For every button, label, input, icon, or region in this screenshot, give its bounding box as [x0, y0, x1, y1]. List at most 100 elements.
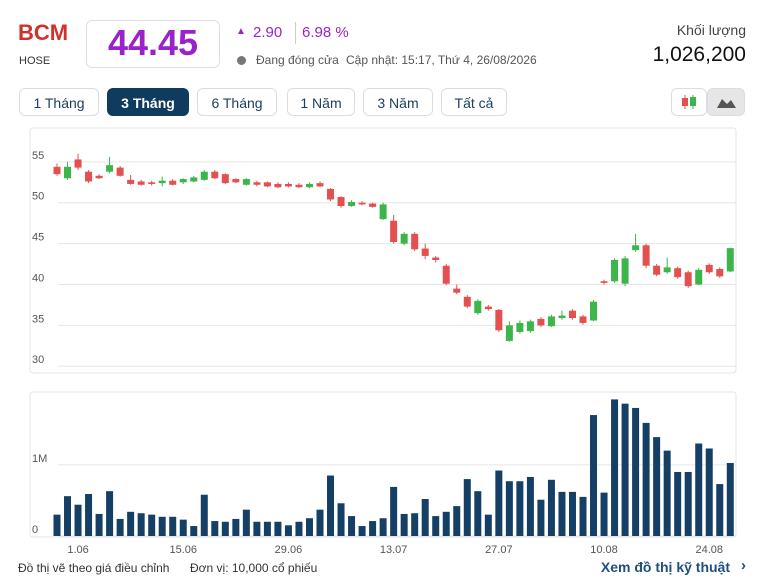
- candle-body: [85, 171, 93, 182]
- ticker: BCM: [18, 20, 69, 45]
- volume-label: Khối lượng: [676, 22, 746, 38]
- y-tick-label: 50: [32, 191, 44, 203]
- candle-body: [453, 288, 461, 293]
- volume-bar: [474, 491, 482, 536]
- link-arrow[interactable]: ›: [741, 557, 746, 574]
- price: 44.45: [107, 22, 199, 63]
- footer-note: Đồ thị vẽ theo giá điều chỉnh: [18, 561, 170, 575]
- candle-body: [463, 296, 471, 307]
- volume-bar: [568, 491, 576, 536]
- y-tick-label: 30: [32, 354, 44, 366]
- volume-bar: [327, 475, 335, 536]
- volume-bar: [137, 513, 145, 536]
- x-tick-label: 24.08: [695, 544, 723, 556]
- candle-body: [684, 272, 692, 287]
- candle-body: [579, 316, 587, 323]
- tech-chart-link[interactable]: Xem đồ thị kỹ thuật: [600, 559, 730, 575]
- candle-body: [64, 166, 72, 179]
- candle-body: [137, 181, 145, 185]
- candle-body: [674, 268, 682, 278]
- price-box: [86, 20, 220, 68]
- candle-body: [400, 233, 408, 244]
- candle-body: [337, 197, 345, 207]
- volume-bar: [684, 471, 692, 536]
- candle-body: [74, 159, 82, 168]
- x-tick-label: 15.06: [169, 544, 197, 556]
- candle-body: [253, 182, 261, 185]
- volume-bar: [537, 499, 545, 536]
- volume-bar: [484, 514, 492, 536]
- candle-body: [190, 177, 198, 182]
- x-tick-label: 1.06: [67, 544, 88, 556]
- candle-body: [232, 179, 240, 183]
- candle-body: [284, 183, 292, 187]
- x-tick-label: 13.07: [380, 544, 408, 556]
- volume-bar: [621, 403, 629, 536]
- volume-bar: [369, 521, 377, 536]
- volume-bar: [421, 499, 429, 536]
- candle-body: [295, 184, 303, 188]
- y-tick-label: 1M: [32, 453, 47, 465]
- candle-body: [526, 321, 534, 332]
- candle-body: [516, 322, 524, 332]
- volume: 1,026,200: [652, 43, 746, 66]
- volume-bar: [432, 516, 440, 536]
- candle-body: [95, 175, 103, 179]
- candle-body: [327, 188, 335, 200]
- volume-bar: [463, 479, 471, 536]
- volume-bar: [495, 470, 503, 536]
- candle-body: [484, 306, 492, 310]
- candle-body: [432, 257, 440, 260]
- candle-body: [474, 300, 482, 314]
- status: Đang đóng cửa: [256, 53, 339, 67]
- volume-bar: [726, 462, 734, 536]
- x-tick-label: 27.07: [485, 544, 513, 556]
- volume-bar: [85, 494, 93, 536]
- volume-bar: [600, 492, 608, 536]
- range-button[interactable]: 3 Năm: [363, 88, 433, 116]
- candle-body: [211, 171, 219, 179]
- volume-bar: [295, 521, 303, 536]
- candle-toggle[interactable]: [671, 88, 707, 116]
- volume-bar: [106, 491, 114, 536]
- volume-bar: [232, 518, 240, 536]
- volume-bar: [263, 521, 271, 536]
- range-button[interactable]: Tất cả: [441, 88, 507, 116]
- x-tick-label: 10.08: [590, 544, 618, 556]
- volume-bar: [211, 521, 219, 536]
- candle-body: [621, 258, 629, 284]
- y-tick-label: 0: [32, 524, 38, 536]
- area-toggle[interactable]: [707, 88, 745, 116]
- candle-body: [221, 174, 229, 184]
- volume-bar: [221, 521, 229, 536]
- candle-body: [53, 166, 61, 175]
- range-button[interactable]: 3 Tháng: [107, 88, 189, 116]
- range-button[interactable]: 1 Tháng: [19, 88, 99, 116]
- volume-bar: [632, 407, 640, 536]
- candle-body: [663, 267, 671, 273]
- volume-bar: [653, 437, 661, 536]
- volume-bar: [516, 481, 524, 536]
- candle-body: [547, 316, 555, 327]
- candle-body: [632, 245, 640, 251]
- y-tick-label: 45: [32, 232, 44, 244]
- candle-body: [369, 203, 377, 207]
- volume-bar: [663, 450, 671, 536]
- candle-body: [705, 264, 713, 273]
- range-button[interactable]: 1 Năm: [287, 88, 355, 116]
- volume-bar: [579, 496, 587, 536]
- volume-bar: [442, 511, 450, 536]
- volume-bar: [337, 503, 345, 536]
- candle-body: [274, 183, 282, 188]
- range-button[interactable]: 6 Tháng: [197, 88, 277, 116]
- volume-bar: [590, 415, 598, 536]
- y-tick-label: 40: [32, 272, 44, 284]
- candle-body: [726, 248, 734, 272]
- volume-bar: [158, 516, 166, 536]
- change-pct: 6.98 %: [302, 24, 349, 41]
- volume-bar: [284, 525, 292, 536]
- updated: Cập nhật: 15:17, Thứ 4, 26/08/2026: [346, 53, 537, 67]
- candle-body: [611, 259, 619, 282]
- candle-body: [442, 265, 450, 284]
